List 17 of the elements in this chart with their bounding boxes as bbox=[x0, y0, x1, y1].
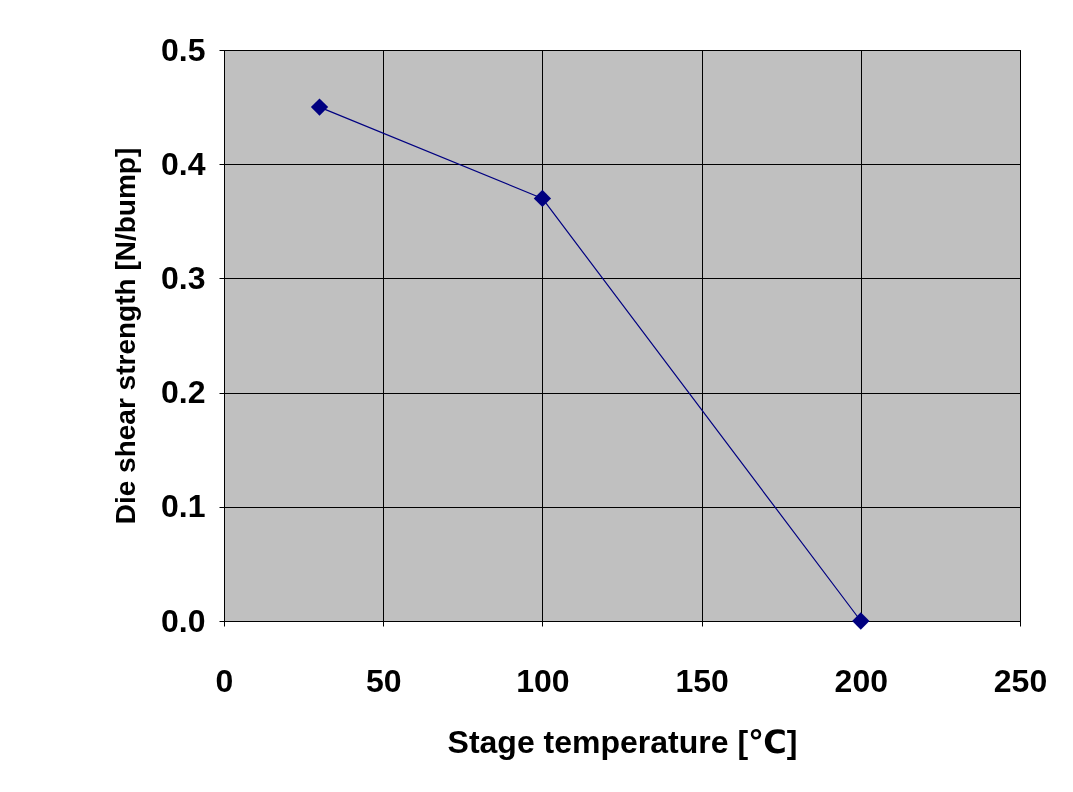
y-tick-label: 0.2 bbox=[161, 374, 206, 411]
y-tick-label: 0.3 bbox=[161, 259, 206, 296]
y-tick-label: 0.0 bbox=[161, 602, 206, 639]
x-tick-label: 150 bbox=[675, 662, 729, 699]
y-tick-label: 0.4 bbox=[161, 145, 206, 182]
x-axis-title: Stage temperature [℃] bbox=[447, 723, 798, 760]
x-tick-label: 50 bbox=[365, 662, 402, 699]
point bbox=[533, 189, 552, 208]
x-tick-label: 200 bbox=[834, 662, 888, 699]
x-tick-label: 100 bbox=[516, 662, 570, 699]
y-tick-label: 0.1 bbox=[161, 488, 206, 525]
x-tick-label: 250 bbox=[993, 662, 1048, 699]
point bbox=[310, 98, 329, 116]
y-tick-label: 0.5 bbox=[161, 31, 206, 68]
point bbox=[852, 612, 870, 630]
y-axis-title: Die shear strength [N/bump] bbox=[110, 147, 142, 525]
x-tick-label: 0 bbox=[215, 662, 234, 699]
